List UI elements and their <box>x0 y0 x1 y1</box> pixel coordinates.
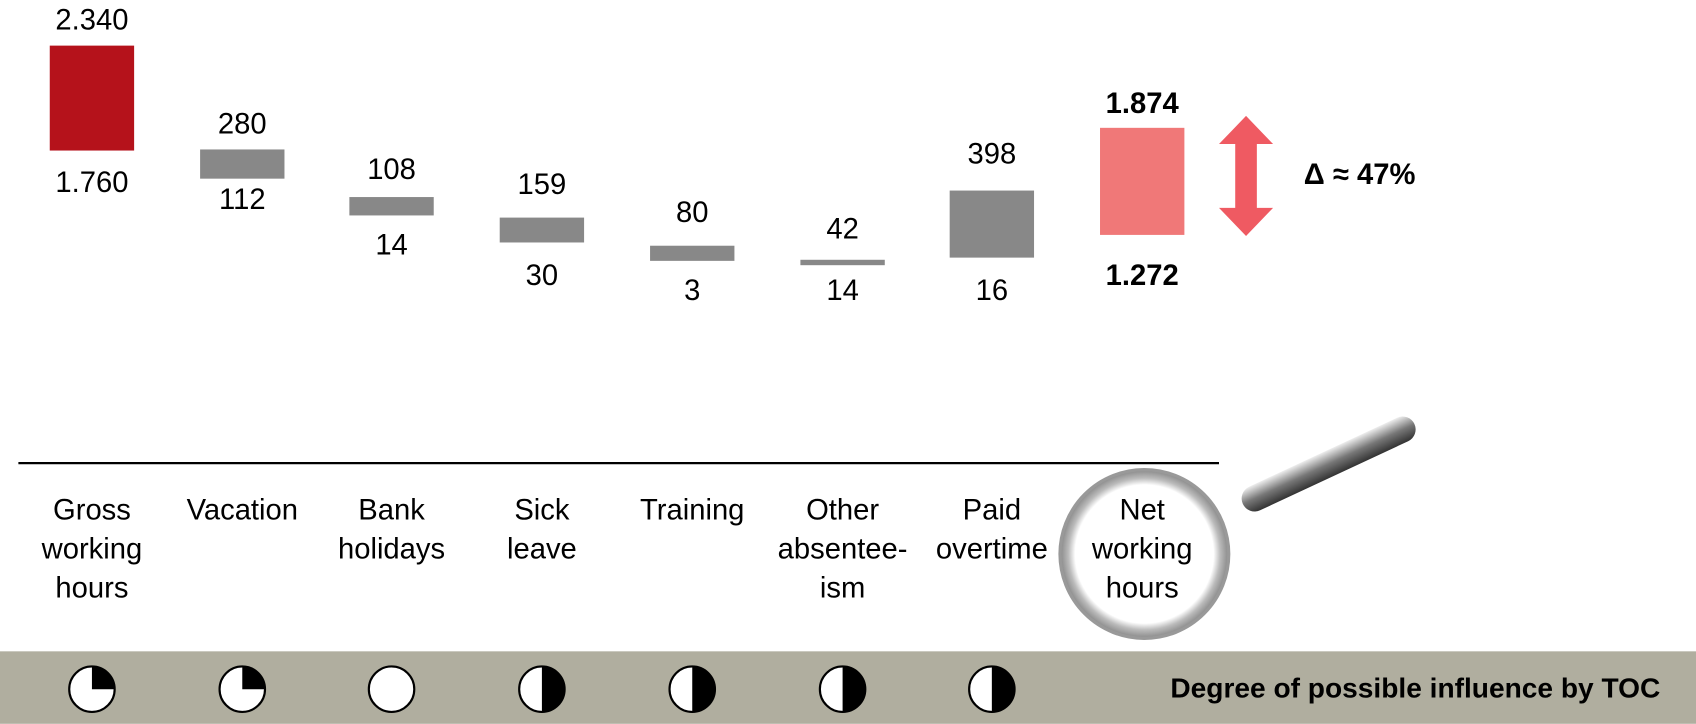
high-label: 108 <box>367 154 416 186</box>
bar <box>650 245 735 261</box>
delta-label: Δ ≈ 47% <box>1304 159 1416 191</box>
category-label: Vacation <box>187 495 298 527</box>
bar <box>200 149 285 179</box>
category-label: ism <box>820 572 865 604</box>
influence-fill <box>692 666 715 712</box>
influence-fill <box>541 666 565 712</box>
category-label: Paid <box>963 495 1021 527</box>
low-label: 30 <box>526 260 558 292</box>
high-label: 80 <box>676 197 708 229</box>
influence-fill <box>91 666 115 690</box>
bar <box>349 197 434 216</box>
category-label: working <box>41 533 143 565</box>
category-label: hours <box>55 572 128 604</box>
category-label: Gross <box>53 495 131 527</box>
category-label: Bank <box>358 495 425 527</box>
category-label: hours <box>1106 572 1179 604</box>
high-label: 280 <box>218 108 267 140</box>
high-label: 2.340 <box>55 5 128 37</box>
high-label: 159 <box>518 169 567 201</box>
low-label: 1.272 <box>1106 260 1179 292</box>
bar <box>949 190 1035 258</box>
category-label: holidays <box>338 533 445 565</box>
category-label: overtime <box>936 533 1048 565</box>
category-label: Sick <box>514 495 570 527</box>
high-label: 42 <box>826 213 858 245</box>
bar <box>499 217 585 243</box>
influence-fill <box>842 666 866 712</box>
high-label: 398 <box>968 139 1017 171</box>
bar <box>49 45 135 151</box>
category-label: Other <box>806 495 879 527</box>
magnifier <box>1058 416 1416 640</box>
influence-title: Degree of possible influence by TOC <box>1170 673 1660 704</box>
influence-fill <box>242 666 265 690</box>
low-label: 16 <box>976 275 1008 307</box>
bar <box>800 259 885 266</box>
low-label: 14 <box>375 230 407 262</box>
low-label: 112 <box>219 184 266 216</box>
low-label: 1.760 <box>55 167 128 199</box>
high-label: 1.874 <box>1106 88 1180 120</box>
category-label: working <box>1091 533 1193 565</box>
influence-icon <box>367 665 416 713</box>
category-label: Net <box>1119 495 1164 527</box>
low-label: 14 <box>826 275 858 307</box>
low-label: 3 <box>684 275 700 307</box>
category-label: absentee- <box>778 533 908 565</box>
delta-arrow <box>1219 115 1274 236</box>
influence-fill <box>991 666 1015 712</box>
category-label: leave <box>507 533 577 565</box>
category-label: Training <box>640 495 744 527</box>
bar <box>1100 127 1185 235</box>
